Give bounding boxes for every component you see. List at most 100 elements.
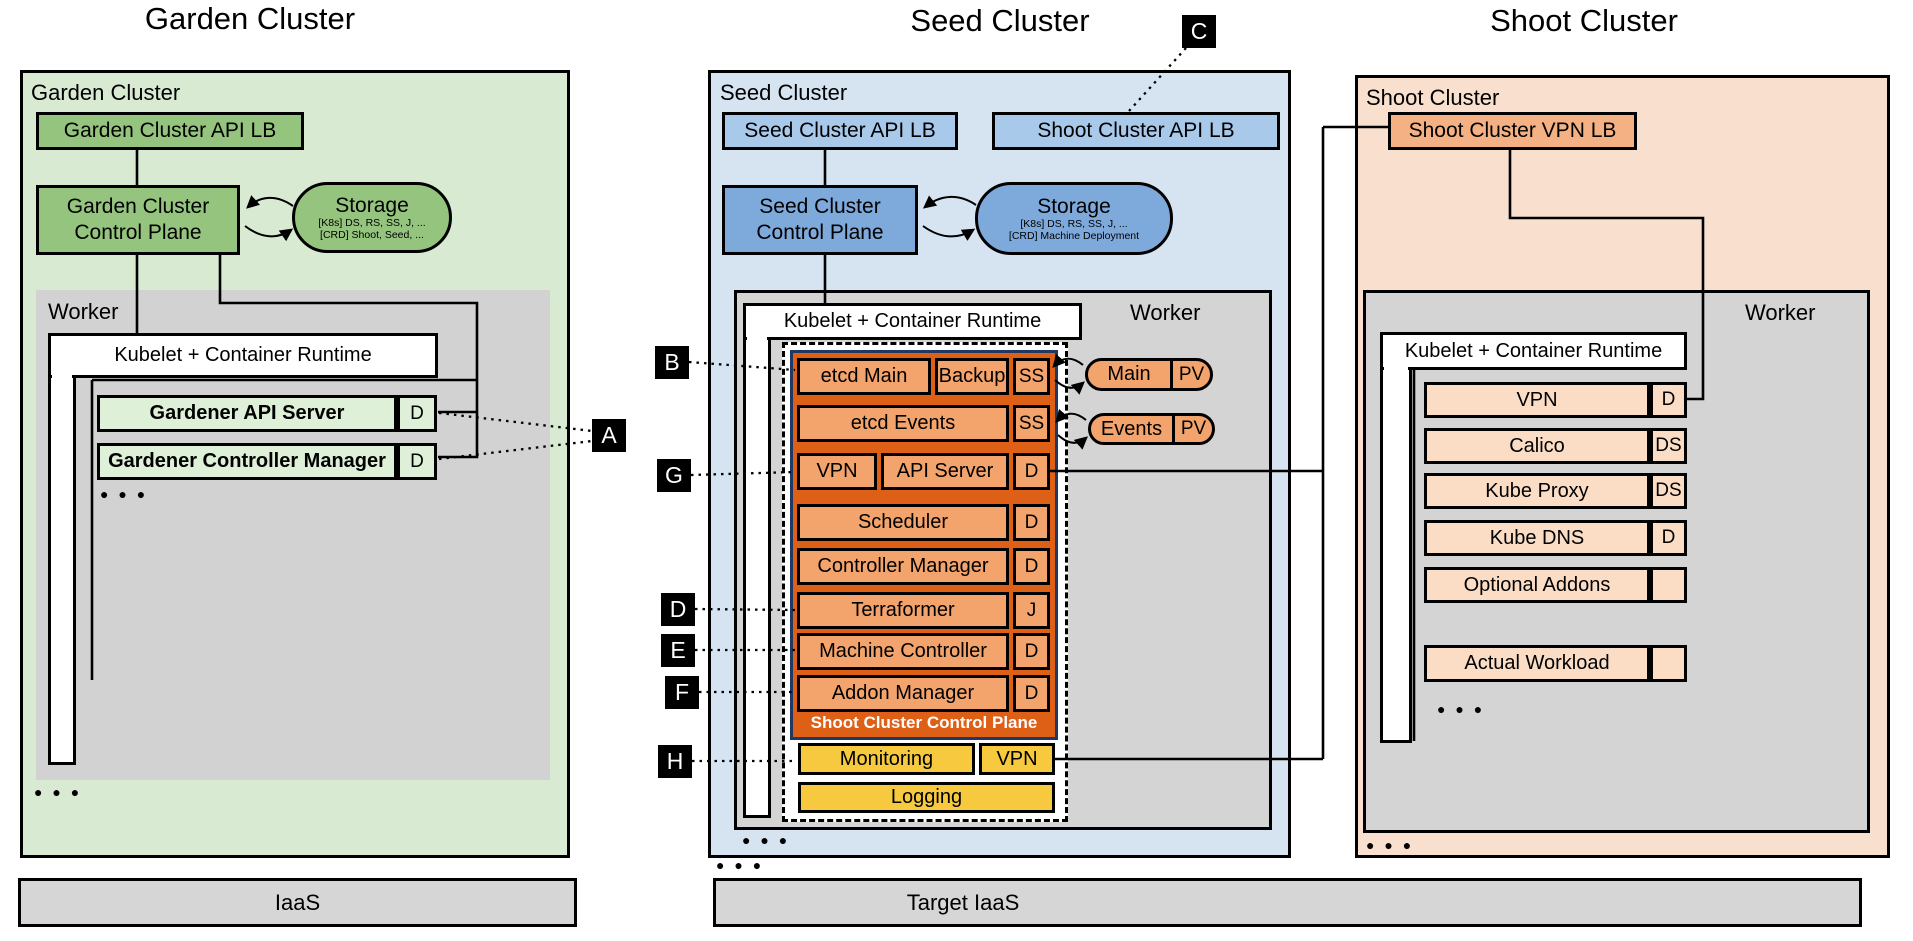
shoot-row-kube-dns-tag: D: [1650, 520, 1687, 556]
shoot-api-lb: Shoot Cluster API LB: [992, 112, 1280, 150]
marker-g: G: [657, 459, 691, 492]
shoot-control-plane-caption: Shoot Cluster Control Plane: [810, 713, 1038, 732]
seed-storage-crd: [CRD] Machine Deployment: [1008, 230, 1140, 242]
marker-e: E: [661, 634, 695, 667]
seed-api-lb: Seed Cluster API LB: [722, 112, 958, 150]
pv-events-divider: [1172, 416, 1175, 442]
shoot-kubelet: Kubelet + Container Runtime: [1380, 332, 1687, 370]
garden-workers-ellipsis: ● ● ●: [34, 784, 83, 800]
seed-storage-title: Storage: [1037, 194, 1111, 218]
row-etcd-events: etcd Events: [797, 405, 1009, 442]
garden-cp-line2: Control Plane: [74, 221, 202, 244]
shoot-cluster-title: Shoot Cluster: [1490, 3, 1678, 38]
shoot-row-kube-proxy-tag: DS: [1650, 473, 1687, 509]
shoot-cluster-label: Shoot Cluster: [1366, 85, 1500, 110]
shoot-worker-box: [1363, 290, 1870, 833]
shoot-row-optional-addons: Optional Addons: [1424, 567, 1650, 603]
garden-cluster-label: Garden Cluster: [31, 80, 181, 105]
shoot-row-calico-tag: DS: [1650, 428, 1687, 464]
garden-api-lb: Garden Cluster API LB: [36, 112, 304, 150]
target-iaas-label: Target IaaS: [906, 889, 1020, 915]
pv-events-name: Events: [1100, 417, 1163, 440]
pv-events-tag: PV: [1180, 418, 1207, 439]
row-etcd-main-tag: SS: [1013, 358, 1050, 395]
garden-storage-crd: [CRD] Shoot, Seed, ...: [320, 229, 424, 241]
row-api-server: API Server: [881, 453, 1009, 490]
seed-node-bar: [743, 303, 771, 818]
garden-row-controller-manager: Gardener Controller Manager: [97, 443, 397, 480]
row-terraformer: Terraformer: [797, 592, 1009, 629]
shoot-workers-ellipsis: ● ● ●: [1366, 837, 1415, 853]
pv-main-tag: PV: [1178, 363, 1205, 385]
row-machine-controller: Machine Controller: [797, 633, 1009, 670]
seed-storage-k8s: [K8s] DS, RS, SS, J, ...: [1020, 217, 1128, 230]
pv-main-divider: [1170, 361, 1173, 388]
shoot-row-optional-addons-tag: [1650, 567, 1687, 603]
row-monitoring-vpn: VPN: [979, 743, 1055, 775]
seed-worker-label: Worker: [1130, 300, 1201, 325]
seed-storage: Storage [K8s] DS, RS, SS, J, ... [CRD] M…: [975, 182, 1173, 255]
seed-cp-line2: Control Plane: [756, 221, 884, 244]
seed-workers-ellipsis: ● ● ●: [716, 857, 765, 873]
garden-control-plane: Garden Cluster Control Plane: [36, 185, 240, 255]
seed-pods-ellipsis: ● ● ●: [742, 832, 791, 848]
garden-row-api-server: Gardener API Server: [97, 395, 397, 432]
seed-node-joint: [747, 336, 767, 343]
shoot-row-vpn: VPN: [1424, 382, 1650, 418]
shoot-node-joint: [1384, 364, 1408, 373]
row-api-server-tag: D: [1013, 453, 1050, 490]
row-etcd-main-backup: Backup: [935, 358, 1009, 395]
row-logging: Logging: [798, 782, 1055, 813]
marker-d: D: [661, 593, 695, 626]
garden-cp-line1: Garden Cluster: [66, 195, 210, 218]
shoot-row-kube-dns: Kube DNS: [1424, 520, 1650, 556]
garden-iaas-bar: IaaS: [18, 878, 577, 927]
seed-control-plane: Seed Cluster Control Plane: [722, 185, 918, 255]
row-terraformer-tag: J: [1013, 592, 1050, 629]
seed-cluster-label: Seed Cluster: [720, 80, 848, 105]
garden-storage-k8s: [K8s] DS, RS, SS, J, ...: [318, 216, 426, 229]
shoot-row-actual-workload: Actual Workload: [1424, 645, 1650, 682]
garden-row-api-server-tag: D: [397, 395, 437, 432]
garden-worker-label: Worker: [48, 299, 119, 324]
row-controller-manager: Controller Manager: [797, 548, 1009, 585]
row-scheduler-tag: D: [1013, 504, 1050, 541]
row-addon-manager: Addon Manager: [797, 675, 1009, 712]
seed-cluster-title: Seed Cluster: [910, 3, 1090, 38]
pv-main-capsule: Main PV: [1085, 358, 1213, 391]
pv-main-name: Main: [1107, 363, 1151, 385]
row-monitoring: Monitoring: [798, 743, 975, 775]
garden-storage-title: Storage: [335, 193, 409, 217]
row-etcd-events-tag: SS: [1013, 405, 1050, 442]
marker-f: F: [665, 676, 699, 709]
shoot-row-calico: Calico: [1424, 428, 1650, 464]
garden-row-controller-manager-tag: D: [397, 443, 437, 480]
shoot-row-kube-proxy: Kube Proxy: [1424, 473, 1650, 509]
shoot-vpn-lb: Shoot Cluster VPN LB: [1388, 112, 1637, 150]
garden-node-bar: [48, 333, 76, 765]
pv-events-capsule: Events PV: [1088, 413, 1215, 445]
garden-cluster-title: Garden Cluster: [144, 1, 356, 36]
shoot-node-bar: [1380, 332, 1412, 743]
row-controller-manager-tag: D: [1013, 548, 1050, 585]
shoot-row-actual-workload-tag: [1650, 645, 1687, 682]
marker-a: A: [592, 419, 626, 452]
marker-b: B: [655, 346, 689, 379]
row-machine-controller-tag: D: [1013, 633, 1050, 670]
garden-node-joint: [52, 374, 72, 382]
marker-c: C: [1182, 15, 1216, 48]
garden-storage: Storage [K8s] DS, RS, SS, J, ... [CRD] S…: [292, 182, 452, 253]
shoot-pods-ellipsis: ● ● ●: [1437, 701, 1486, 717]
garden-pods-ellipsis: ● ● ●: [100, 486, 149, 502]
seed-kubelet: Kubelet + Container Runtime: [743, 303, 1082, 340]
row-addon-manager-tag: D: [1013, 675, 1050, 712]
row-scheduler: Scheduler: [797, 504, 1009, 541]
row-vpn: VPN: [797, 453, 877, 490]
seed-cp-line1: Seed Cluster: [759, 195, 881, 218]
target-iaas-bar: [713, 878, 1862, 927]
marker-h: H: [658, 745, 692, 778]
shoot-worker-label: Worker: [1745, 300, 1816, 325]
row-etcd-main: etcd Main: [797, 358, 931, 395]
garden-kubelet: Kubelet + Container Runtime: [48, 333, 438, 378]
